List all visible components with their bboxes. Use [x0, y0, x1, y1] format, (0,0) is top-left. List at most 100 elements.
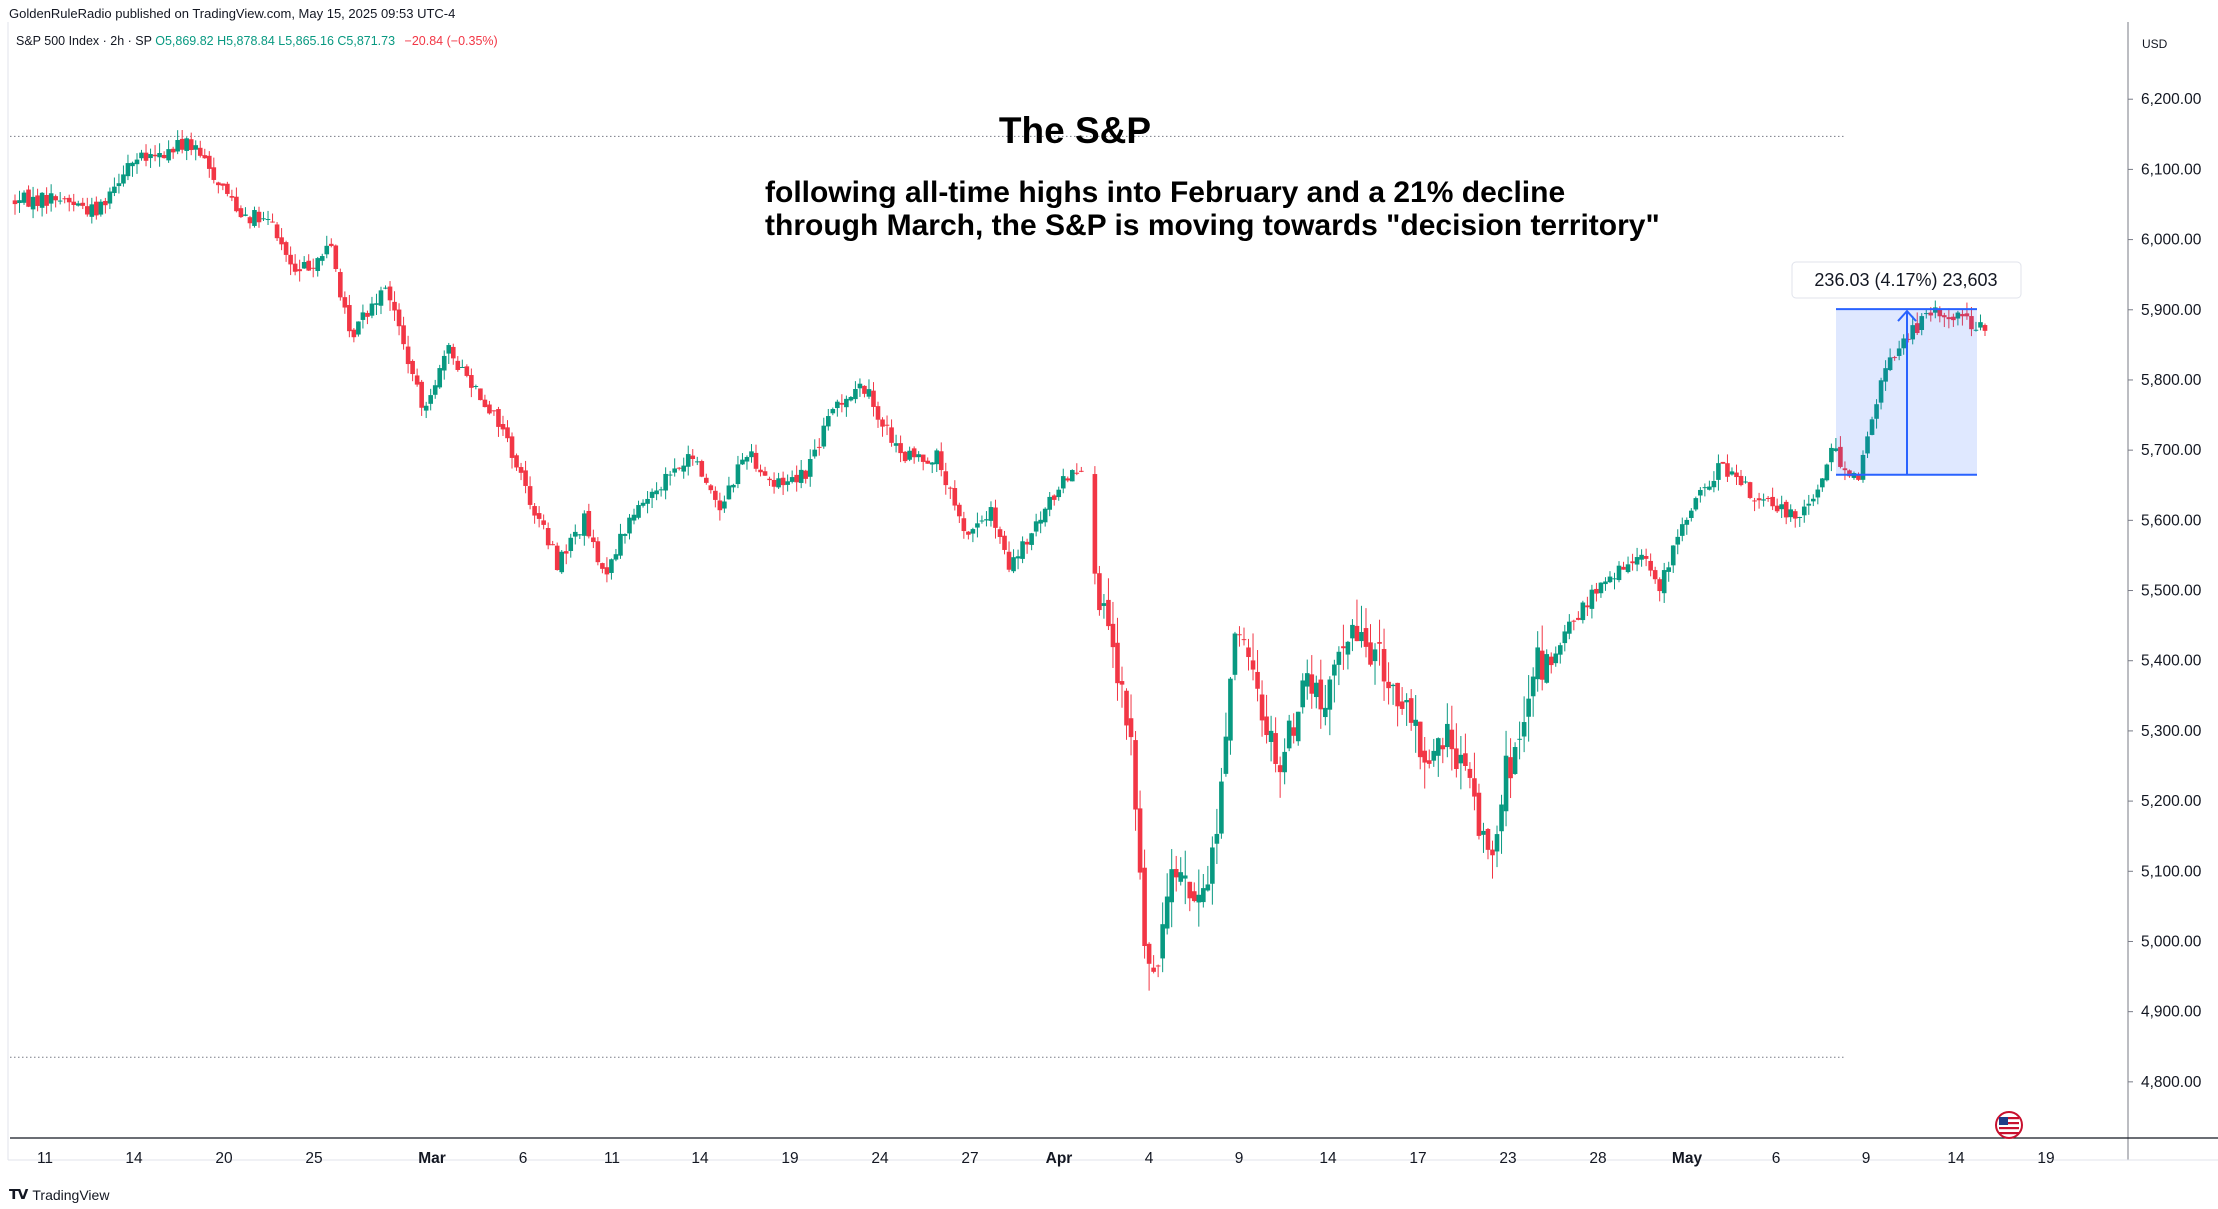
candle	[1887, 348, 1893, 372]
candle	[432, 379, 438, 399]
candle	[844, 395, 849, 417]
candle	[1259, 680, 1265, 737]
candle	[1115, 617, 1120, 701]
candle	[938, 442, 944, 477]
candle	[1923, 309, 1929, 319]
candle	[762, 466, 768, 476]
candle	[685, 445, 691, 476]
candle	[270, 213, 275, 223]
candle	[704, 473, 709, 485]
candle	[568, 533, 574, 558]
price-tick-label: 6,200.00	[2141, 91, 2202, 108]
candle	[1675, 529, 1681, 555]
price-tick-label: 5,700.00	[2141, 442, 2202, 459]
candle	[1295, 711, 1301, 746]
candle	[1006, 541, 1012, 573]
candle	[1404, 693, 1409, 726]
candle	[1544, 649, 1550, 684]
candle	[961, 511, 967, 539]
candle	[170, 146, 176, 159]
candle	[1155, 964, 1161, 978]
candle	[121, 165, 126, 187]
candle	[1472, 752, 1477, 811]
candle	[600, 562, 605, 574]
candle	[536, 506, 542, 528]
candle	[1449, 705, 1455, 771]
price-tick-label: 5,100.00	[2141, 863, 2202, 880]
candle	[681, 457, 687, 479]
candle	[238, 205, 244, 219]
candle	[758, 464, 763, 477]
candle	[491, 410, 497, 416]
price-tick-label: 5,600.00	[2141, 512, 2202, 529]
candle	[1707, 480, 1712, 491]
candle	[1445, 703, 1450, 758]
time-tick-label: 14	[1319, 1150, 1337, 1167]
candle	[884, 415, 890, 436]
candle	[98, 199, 104, 217]
candle	[446, 342, 452, 364]
candle	[383, 285, 388, 290]
candle	[1223, 712, 1229, 777]
candle	[1187, 881, 1193, 912]
candle	[1607, 571, 1613, 584]
candle	[1079, 466, 1084, 473]
price-axis: USD 6,200.00 6,100.00 6,000.00 5,900.00 5,800…	[2127, 22, 2202, 1160]
candle	[1137, 790, 1143, 880]
candle	[1142, 849, 1147, 959]
candle	[57, 192, 63, 205]
candle	[826, 408, 831, 431]
candle	[839, 394, 845, 413]
candle	[893, 434, 899, 453]
candle	[441, 350, 447, 380]
candle	[1964, 302, 1970, 320]
us-flag-icon	[1995, 1111, 2023, 1139]
candle	[518, 462, 524, 481]
candle	[1106, 578, 1111, 631]
candle	[911, 446, 917, 464]
candle	[1811, 494, 1816, 507]
candle	[898, 435, 903, 463]
candle	[229, 189, 235, 202]
candle	[1526, 675, 1531, 742]
candle	[1801, 499, 1807, 523]
candle	[1011, 549, 1016, 574]
candle	[319, 253, 325, 266]
candle	[1431, 738, 1437, 767]
candle	[139, 149, 144, 161]
candle	[496, 406, 501, 437]
candle	[225, 181, 230, 197]
candle	[582, 510, 587, 546]
candle	[1169, 849, 1174, 928]
symbol-name[interactable]: S&P 500 Index · 2h · SP	[16, 34, 152, 48]
candle	[206, 151, 212, 178]
candle	[1151, 955, 1156, 974]
candle	[672, 458, 677, 477]
footer-brand[interactable]: TradingView	[32, 1186, 110, 1203]
candle	[1069, 469, 1075, 482]
candle	[740, 453, 745, 465]
price-tick-label: 5,400.00	[2141, 653, 2202, 670]
candle	[902, 450, 908, 464]
candle	[310, 258, 316, 278]
candle	[21, 190, 27, 205]
candle	[66, 194, 72, 212]
candle	[1594, 582, 1599, 602]
candle	[1806, 494, 1812, 515]
candle	[419, 379, 424, 416]
candle	[256, 206, 262, 228]
candle	[1770, 487, 1775, 511]
candle	[1241, 627, 1247, 646]
candle	[1788, 504, 1794, 522]
candle	[1648, 553, 1653, 577]
time-tick-label: 25	[305, 1150, 322, 1167]
candle	[622, 533, 628, 544]
candle	[12, 194, 18, 215]
candle	[979, 515, 985, 524]
candle	[1381, 628, 1387, 701]
candle	[103, 197, 108, 214]
candle	[1919, 313, 1925, 336]
candle	[1783, 499, 1789, 525]
low-value: L5,865.16	[278, 34, 334, 48]
